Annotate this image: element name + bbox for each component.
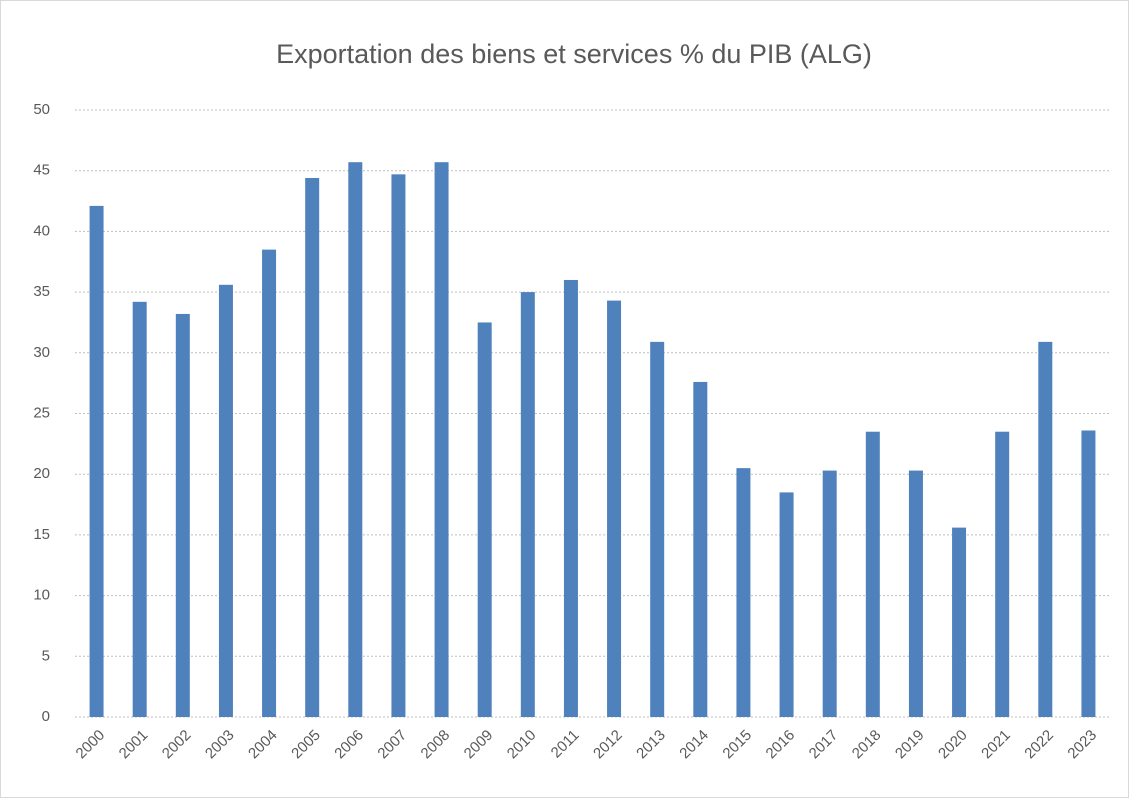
y-tick-label: 35 xyxy=(33,283,50,300)
y-tick-label: 0 xyxy=(42,708,50,725)
y-tick-label: 30 xyxy=(33,344,50,361)
bar xyxy=(132,301,147,717)
y-tick-label: 5 xyxy=(42,647,50,664)
bar xyxy=(89,205,104,717)
bar xyxy=(693,381,708,717)
bar xyxy=(391,174,406,718)
bar xyxy=(908,470,923,717)
bar xyxy=(995,431,1010,717)
y-tick-label: 25 xyxy=(33,404,50,421)
bar xyxy=(1081,430,1096,717)
bar xyxy=(305,177,320,717)
bar xyxy=(477,322,492,717)
bar xyxy=(607,300,622,717)
bar xyxy=(865,431,880,717)
bar xyxy=(822,470,837,717)
y-tick-label: 10 xyxy=(33,587,50,604)
chart-title: Exportation des biens et services % du P… xyxy=(276,39,872,69)
bar xyxy=(262,249,277,718)
bar xyxy=(563,279,578,717)
bar xyxy=(218,284,233,717)
bar xyxy=(736,468,751,717)
bar xyxy=(434,162,449,717)
y-tick-label: 45 xyxy=(33,162,50,179)
bar xyxy=(779,492,794,717)
y-tick-label: 15 xyxy=(33,526,50,543)
bar xyxy=(348,162,363,717)
y-tick-label: 50 xyxy=(33,101,50,118)
bar xyxy=(952,527,967,717)
y-tick-label: 40 xyxy=(33,222,50,239)
bar xyxy=(175,313,190,717)
bar xyxy=(520,292,535,717)
bar xyxy=(1038,341,1053,717)
bar xyxy=(650,341,665,717)
y-tick-label: 20 xyxy=(33,465,50,482)
